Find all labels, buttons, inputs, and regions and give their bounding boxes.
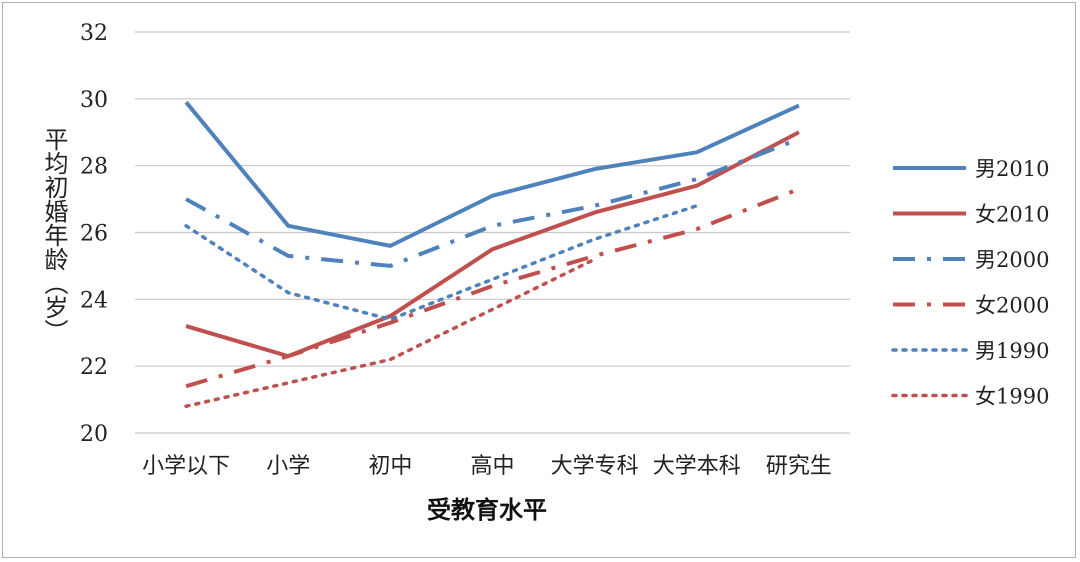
x-tick-label: 小学以下 [142, 454, 230, 479]
x-tick-label: 大学本科 [653, 454, 741, 479]
legend-label: 男1990 [975, 339, 1049, 363]
legend-label: 男2010 [975, 157, 1049, 181]
y-tick-label: 20 [80, 422, 108, 447]
x-tick-label: 研究生 [766, 454, 832, 479]
series-lines [184, 100, 800, 409]
x-tick-label: 初中 [368, 454, 412, 479]
legend-label: 女2010 [975, 203, 1049, 227]
series-line [184, 100, 800, 248]
series-line [185, 187, 800, 389]
x-tick-label: 小学 [266, 454, 310, 479]
y-tick-label: 32 [80, 21, 108, 46]
x-tick-label: 高中 [470, 454, 514, 479]
x-axis-ticks: 小学以下 小学 初中 高中 大学专科 大学本科 研究生 [142, 454, 832, 479]
series-line [184, 257, 597, 409]
y-tick-label: 26 [80, 222, 108, 247]
legend-label: 女2000 [975, 294, 1049, 318]
y-axis-ticks: 20 22 24 26 28 30 32 [80, 21, 108, 447]
series-line [185, 137, 800, 268]
legend-label: 男2000 [975, 248, 1049, 272]
y-axis-label: 平均初婚年龄（岁） [40, 127, 68, 343]
y-tick-label: 22 [80, 355, 108, 380]
series-line [184, 204, 699, 322]
y-tick-label: 24 [80, 288, 108, 313]
x-axis-label: 受教育水平 [427, 495, 547, 524]
x-tick-label: 大学专科 [551, 454, 639, 479]
y-tick-label: 28 [80, 155, 108, 180]
y-tick-label: 30 [80, 88, 108, 113]
legend: 男2010 女2010 男2000 女2000 男1990 女1990 [891, 157, 1049, 409]
legend-label: 女1990 [975, 385, 1049, 409]
